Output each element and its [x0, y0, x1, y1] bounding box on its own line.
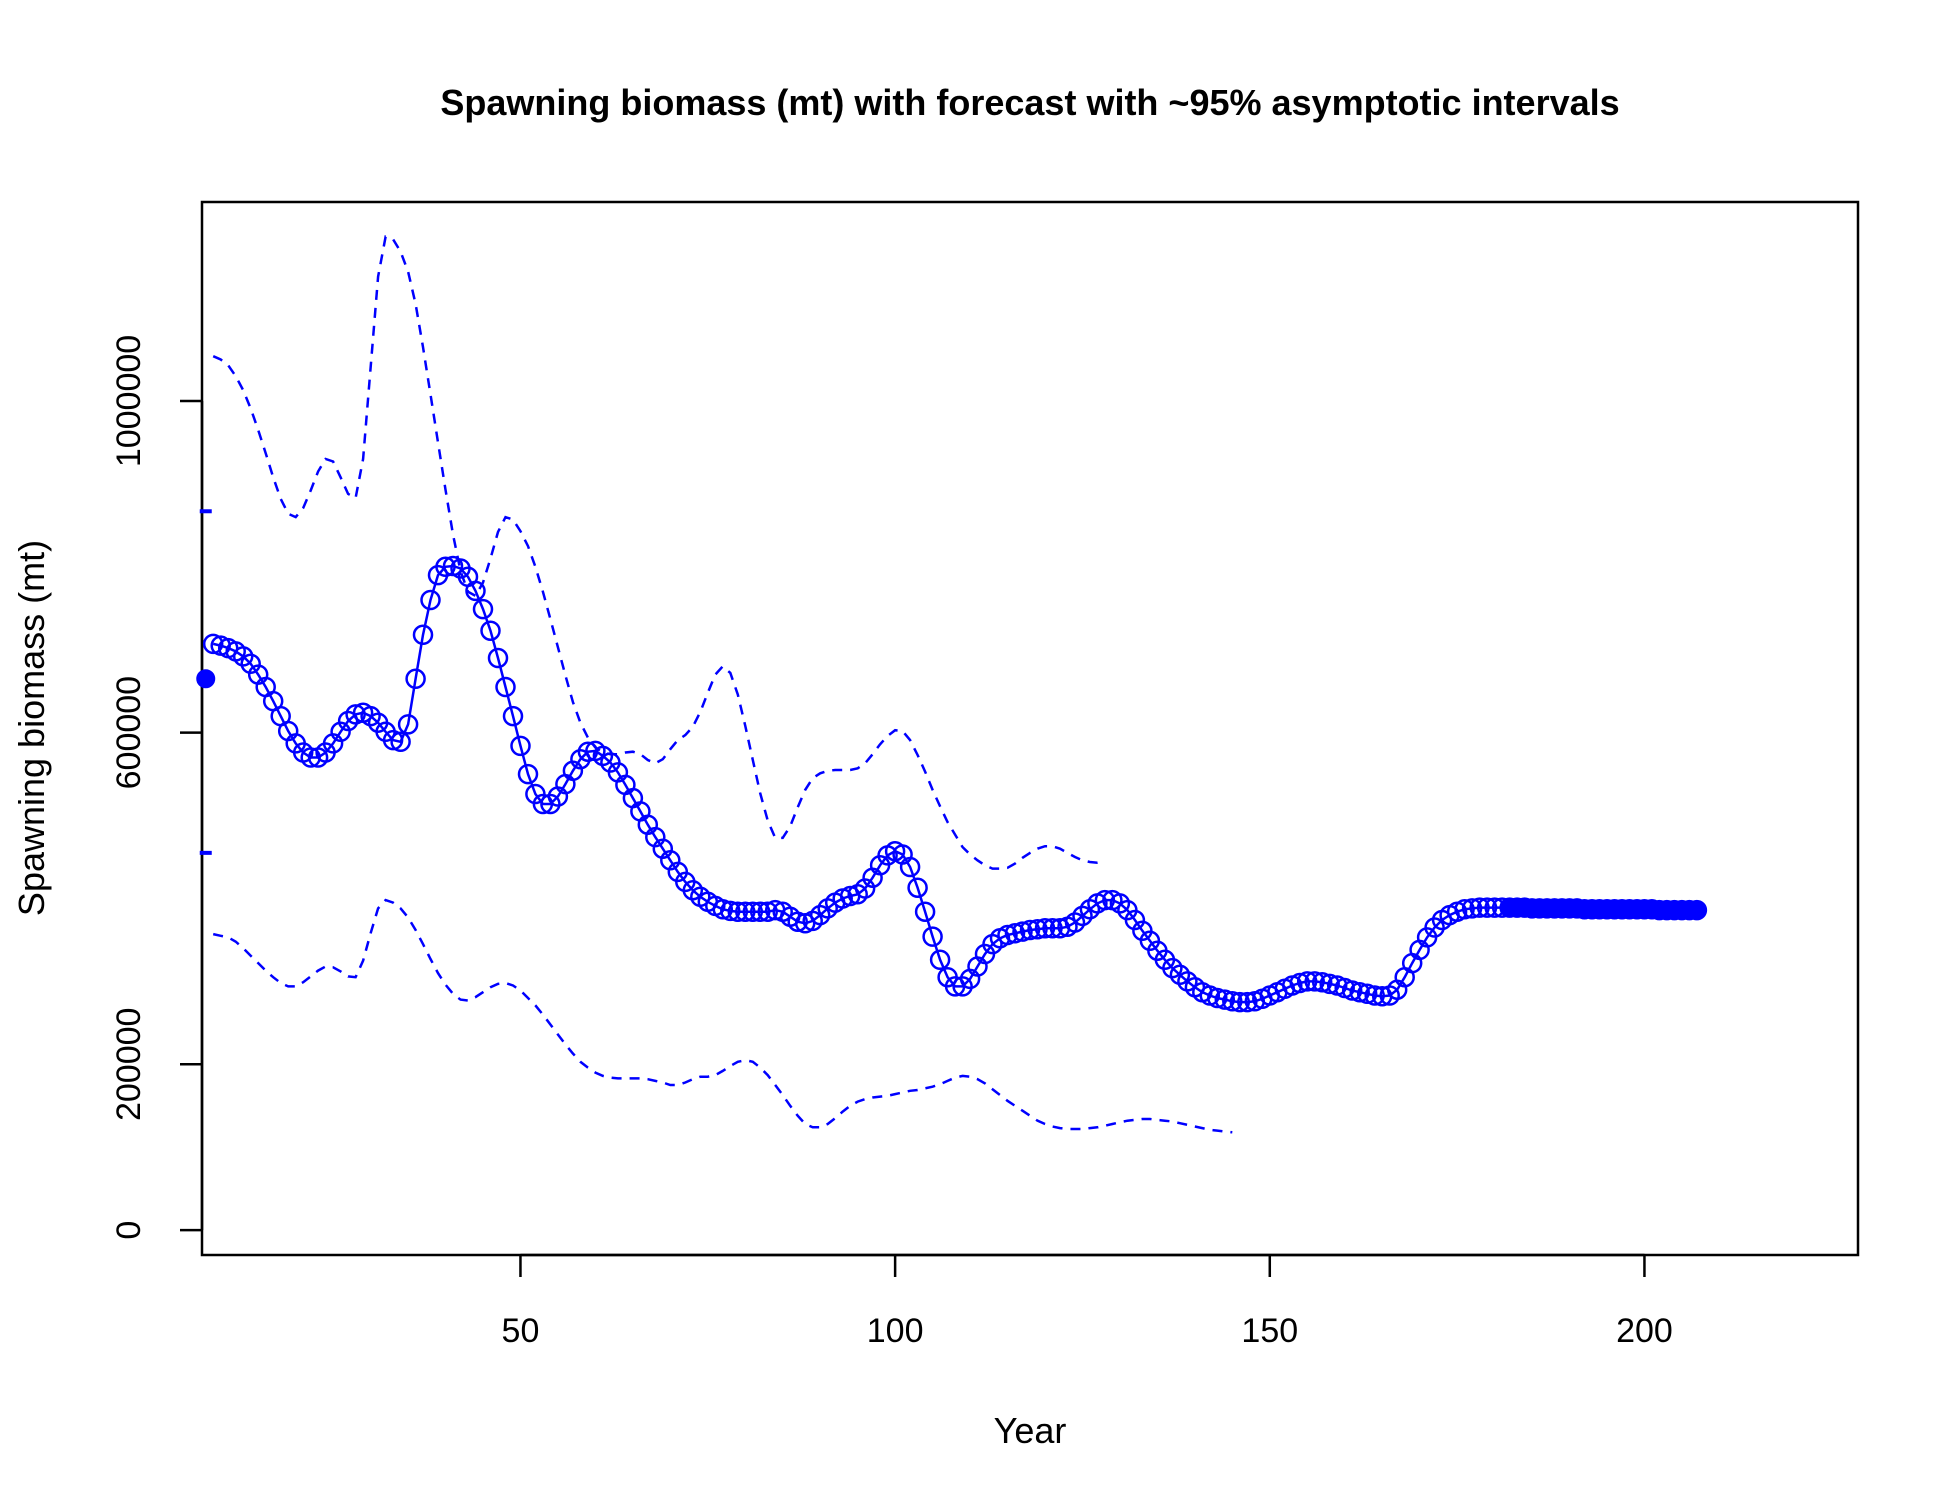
- biomass-point: [749, 901, 771, 922]
- biomass-point: [510, 735, 531, 757]
- biomass-point: [727, 901, 749, 922]
- lower-interval-series: [212, 898, 1233, 1134]
- biomass-point: [1289, 972, 1311, 994]
- biomass-point: [720, 900, 741, 922]
- biomass-point: [1124, 909, 1146, 931]
- biomass-point: [742, 901, 764, 922]
- biomass-point: [914, 901, 936, 922]
- biomass-point: [240, 653, 261, 675]
- biomass-point: [1319, 973, 1340, 995]
- y-tick-label: 200000: [110, 1008, 148, 1121]
- biomass-point: [1237, 991, 1258, 1013]
- biomass-point: [1364, 985, 1385, 1006]
- biomass-point: [382, 729, 404, 751]
- biomass-point: [997, 924, 1018, 946]
- biomass-point: [929, 949, 951, 971]
- biomass-point: [397, 714, 419, 735]
- biomass-point: [907, 877, 928, 898]
- upper-interval-series: [212, 235, 1106, 870]
- y-tick-label: 1000000: [110, 335, 148, 467]
- lower-interval-line: [212, 898, 1233, 1134]
- x-tick-label: 50: [502, 1312, 540, 1350]
- upper-interval-line: [212, 235, 1106, 870]
- biomass-line: [212, 564, 1697, 1004]
- x-axis: 50 100 150 200: [502, 1253, 1673, 1350]
- biomass-point: [345, 704, 366, 725]
- chart-title: Spawning biomass (mt) with forecast with…: [440, 82, 1619, 123]
- biomass-point: [1304, 971, 1325, 992]
- biomass-point: [712, 899, 734, 920]
- biomass-point: [420, 589, 441, 611]
- biomass-point: [1341, 980, 1363, 1001]
- virgin-interval-marks: [196, 509, 216, 855]
- biomass-point: [487, 647, 509, 669]
- biomass-point: [899, 856, 921, 878]
- biomass-point: [1461, 898, 1483, 919]
- biomass-point: [435, 556, 456, 578]
- biomass-point: [757, 901, 778, 922]
- biomass-point: [1012, 921, 1033, 942]
- biomass-point: [1424, 917, 1445, 938]
- biomass-point: [577, 741, 599, 762]
- biomass-point: [1027, 918, 1048, 940]
- biomass-point: [854, 878, 876, 899]
- y-axis: 0 200000 600000 1000000: [110, 335, 204, 1240]
- y-tick-label: 0: [110, 1221, 148, 1240]
- biomass-point: [922, 926, 943, 947]
- x-tick-label: 200: [1616, 1312, 1673, 1350]
- biomass-point: [405, 668, 426, 690]
- biomass-point: [495, 676, 516, 698]
- biomass-point: [1222, 991, 1243, 1012]
- biomass-point: [1094, 889, 1116, 911]
- x-tick-label: 150: [1241, 1312, 1298, 1350]
- y-axis-label: Spawning biomass (mt): [11, 540, 52, 916]
- biomass-point: [1311, 971, 1333, 993]
- biomass-point: [1214, 989, 1236, 1010]
- biomass-point: [1042, 918, 1063, 939]
- biomass-point: [472, 598, 494, 620]
- biomass-point: [952, 976, 973, 997]
- biomass-point: [1296, 971, 1318, 992]
- biomass-point: [1229, 991, 1251, 1013]
- biomass-point: [330, 721, 351, 743]
- forecast-point: [1686, 899, 1708, 921]
- plot-frame: [200, 200, 1860, 1257]
- biomass-point: [1469, 897, 1490, 918]
- biomass-point: [502, 705, 524, 727]
- biomass-point: [465, 580, 486, 602]
- biomass-point: [1476, 897, 1498, 918]
- biomass-point: [232, 646, 254, 667]
- biomass-point: [1004, 923, 1026, 944]
- biomass-point: [1356, 983, 1378, 1005]
- biomass-point: [1454, 899, 1475, 920]
- biomass-point: [480, 620, 501, 641]
- spawning-biomass-series: [202, 555, 1708, 1013]
- biomass-point: [202, 633, 224, 655]
- biomass-point: [735, 901, 756, 922]
- biomass-point: [1019, 919, 1041, 941]
- biomass-point: [390, 731, 411, 753]
- x-tick-label: 100: [867, 1312, 924, 1350]
- biomass-point: [1207, 987, 1228, 1009]
- biomass-point: [412, 624, 434, 646]
- y-tick-label: 600000: [110, 676, 148, 789]
- biomass-point: [787, 911, 808, 932]
- biomass-point: [1034, 918, 1056, 939]
- biomass-point: [300, 747, 321, 768]
- virgin-biomass-point: [196, 669, 216, 689]
- biomass-point: [540, 793, 561, 815]
- x-axis-label: Year: [994, 1410, 1067, 1451]
- biomass-point: [1349, 981, 1370, 1003]
- biomass-point: [517, 763, 539, 785]
